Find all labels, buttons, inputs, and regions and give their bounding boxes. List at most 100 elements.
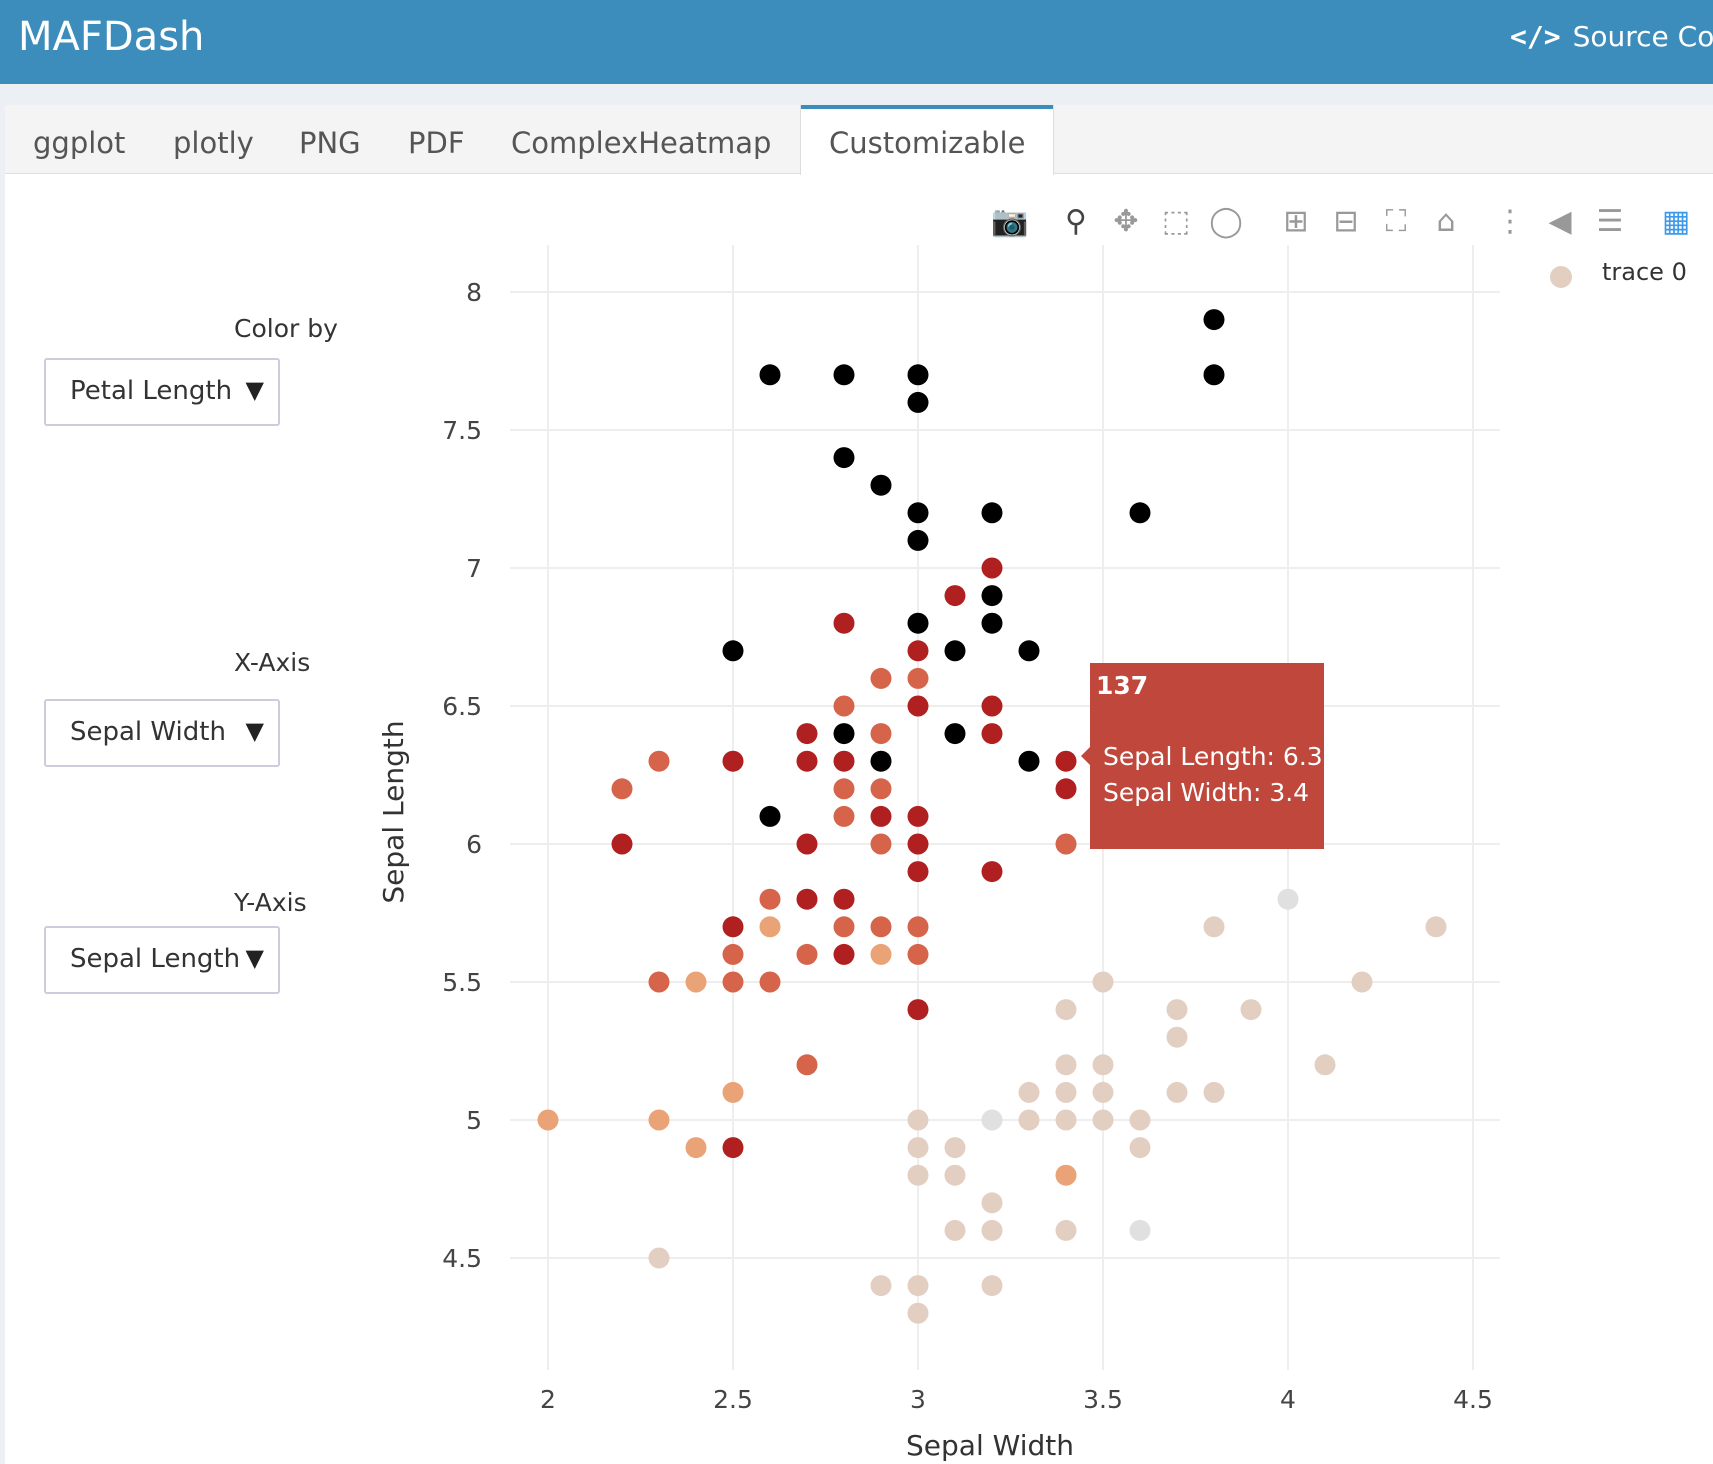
data-point[interactable]	[907, 1109, 929, 1131]
data-point[interactable]	[722, 971, 744, 993]
data-point[interactable]	[981, 723, 1003, 745]
autoscale-icon[interactable]: ⛶	[1385, 204, 1407, 239]
data-point[interactable]	[648, 1247, 670, 1269]
data-point[interactable]	[870, 1275, 892, 1297]
data-point[interactable]	[833, 364, 855, 386]
data-point[interactable]	[833, 943, 855, 965]
data-point[interactable]	[944, 1164, 966, 1186]
data-point[interactable]	[1277, 888, 1299, 910]
data-point[interactable]	[1055, 1054, 1077, 1076]
data-point[interactable]	[1055, 833, 1077, 855]
data-point[interactable]	[981, 585, 1003, 607]
data-point[interactable]	[796, 833, 818, 855]
tab-customizable[interactable]: Customizable	[800, 105, 1055, 175]
data-point[interactable]	[537, 1109, 559, 1131]
data-point[interactable]	[722, 1137, 744, 1159]
data-point[interactable]	[1092, 1054, 1114, 1076]
data-point[interactable]	[796, 888, 818, 910]
data-point[interactable]	[833, 723, 855, 745]
data-point[interactable]	[611, 833, 633, 855]
data-point[interactable]	[833, 778, 855, 800]
data-point[interactable]	[981, 1192, 1003, 1214]
data-point[interactable]	[981, 1219, 1003, 1241]
data-point[interactable]	[870, 750, 892, 772]
data-point[interactable]	[907, 529, 929, 551]
data-point[interactable]	[833, 805, 855, 827]
data-point[interactable]	[1203, 916, 1225, 938]
data-point[interactable]	[981, 612, 1003, 634]
data-point[interactable]	[907, 943, 929, 965]
pan-icon[interactable]: ✥	[1113, 204, 1139, 239]
data-point[interactable]	[907, 1164, 929, 1186]
data-point[interactable]	[907, 916, 929, 938]
data-point[interactable]	[1240, 999, 1262, 1021]
data-point[interactable]	[1203, 364, 1225, 386]
data-point[interactable]	[833, 695, 855, 717]
data-point[interactable]	[1018, 640, 1040, 662]
data-point[interactable]	[907, 1137, 929, 1159]
data-point[interactable]	[944, 723, 966, 745]
data-point[interactable]	[1055, 750, 1077, 772]
data-point[interactable]	[1055, 1164, 1077, 1186]
data-point[interactable]	[907, 502, 929, 524]
data-point[interactable]	[870, 833, 892, 855]
data-point[interactable]	[870, 805, 892, 827]
data-point[interactable]	[1055, 1109, 1077, 1131]
data-point[interactable]	[833, 916, 855, 938]
data-point[interactable]	[722, 1081, 744, 1103]
data-point[interactable]	[796, 943, 818, 965]
hover-compare-icon[interactable]: ☰	[1596, 204, 1624, 239]
data-point[interactable]	[759, 805, 781, 827]
data-point[interactable]	[1018, 750, 1040, 772]
data-point[interactable]	[759, 364, 781, 386]
data-point[interactable]	[1166, 999, 1188, 1021]
data-point[interactable]	[1351, 971, 1373, 993]
data-point[interactable]	[870, 723, 892, 745]
data-point[interactable]	[1092, 1109, 1114, 1131]
data-point[interactable]	[759, 888, 781, 910]
data-point[interactable]	[944, 1219, 966, 1241]
box-select-icon[interactable]: ⬚	[1161, 204, 1191, 239]
data-point[interactable]	[1166, 1026, 1188, 1048]
hover-closest-icon[interactable]: ◀	[1548, 204, 1572, 239]
data-point[interactable]	[907, 667, 929, 689]
data-point[interactable]	[944, 1137, 966, 1159]
data-point[interactable]	[796, 1054, 818, 1076]
data-point[interactable]	[796, 750, 818, 772]
data-point[interactable]	[685, 971, 707, 993]
data-point[interactable]	[611, 778, 633, 800]
zoom-icon[interactable]: ⚲	[1065, 204, 1087, 239]
data-point[interactable]	[833, 888, 855, 910]
data-point[interactable]	[944, 640, 966, 662]
color-by-select[interactable]: Petal Length ▼	[44, 358, 280, 426]
tab-pdf[interactable]: PDF	[408, 126, 465, 160]
data-point[interactable]	[1425, 916, 1447, 938]
source-code-link[interactable]: </> Source Code	[1510, 20, 1713, 53]
data-point[interactable]	[1092, 971, 1114, 993]
data-point[interactable]	[1018, 1081, 1040, 1103]
data-point[interactable]	[907, 612, 929, 634]
data-point[interactable]	[907, 695, 929, 717]
data-point[interactable]	[759, 916, 781, 938]
data-point[interactable]	[1018, 1109, 1040, 1131]
data-point[interactable]	[1055, 1219, 1077, 1241]
data-point[interactable]	[907, 833, 929, 855]
reset-axes-icon[interactable]: ⌂	[1436, 204, 1456, 239]
data-point[interactable]	[870, 916, 892, 938]
data-point[interactable]	[722, 943, 744, 965]
spike-lines-icon[interactable]: ⋮	[1495, 204, 1525, 239]
y-axis-select[interactable]: Sepal Length ▼	[44, 926, 280, 994]
app-title[interactable]: MAFDash	[18, 14, 205, 60]
data-point[interactable]	[907, 391, 929, 413]
data-point[interactable]	[1166, 1081, 1188, 1103]
data-point[interactable]	[648, 1109, 670, 1131]
lasso-icon[interactable]: ◯	[1209, 204, 1243, 239]
plotly-logo-icon[interactable]: ▦	[1661, 204, 1691, 239]
data-point[interactable]	[944, 585, 966, 607]
zoom-out-icon[interactable]: ⊟	[1333, 204, 1359, 239]
data-point[interactable]	[759, 971, 781, 993]
data-point[interactable]	[1129, 502, 1151, 524]
data-point[interactable]	[722, 916, 744, 938]
data-point[interactable]	[1203, 309, 1225, 331]
x-axis-select[interactable]: Sepal Width ▼	[44, 699, 280, 767]
